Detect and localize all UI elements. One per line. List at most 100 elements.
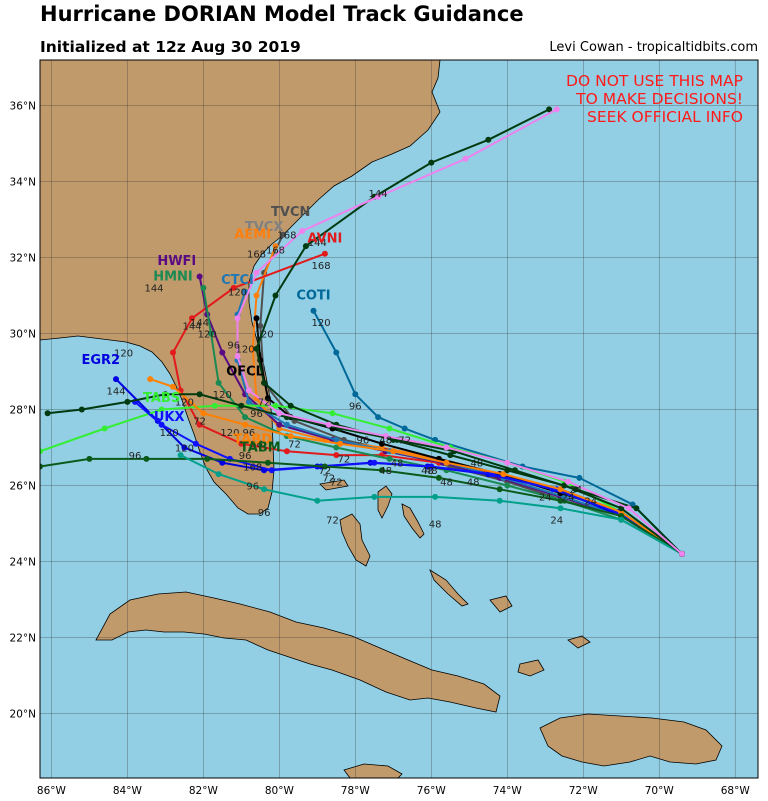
- hour-label: 120: [175, 443, 194, 454]
- hour-label: 144: [190, 318, 209, 329]
- track-point: [211, 402, 218, 409]
- model-label-aemi: AEMI: [234, 228, 271, 243]
- warning-text: DO NOT USE THIS MAP TO MAKE DECISIONS! S…: [566, 72, 743, 126]
- hour-label: 168: [243, 462, 262, 473]
- model-label-tabd: TABD: [233, 433, 272, 448]
- track-point: [143, 455, 150, 462]
- bahamas-abaco: [377, 485, 393, 519]
- track-point: [443, 459, 450, 466]
- model-label-hwfi: HWFI: [157, 254, 196, 269]
- track-point: [462, 155, 469, 162]
- great-inagua: [517, 659, 545, 677]
- model-label-coti: COTI: [296, 288, 330, 303]
- track-point: [565, 478, 572, 485]
- track-point: [386, 425, 393, 432]
- track-point: [264, 459, 271, 466]
- track-point: [546, 106, 553, 113]
- hour-label: 96: [258, 508, 271, 519]
- track-point: [204, 455, 211, 462]
- bahamas-andros: [339, 513, 371, 567]
- track-point: [196, 391, 203, 398]
- lat-tick-label: 20°N: [10, 708, 36, 720]
- lon-tick-label: 80°W: [265, 785, 295, 797]
- track-point: [435, 474, 442, 481]
- track-point: [86, 455, 93, 462]
- hour-label: 48: [391, 459, 404, 470]
- track-point: [264, 395, 271, 402]
- lon-tick-label: 68°W: [721, 785, 751, 797]
- track-point: [378, 440, 385, 447]
- track-point: [390, 448, 397, 455]
- track-point: [352, 391, 359, 398]
- track-point: [170, 383, 176, 390]
- hour-label: 48: [467, 478, 480, 489]
- track-point: [253, 345, 260, 352]
- track-point: [500, 471, 507, 478]
- track-point: [170, 349, 176, 356]
- warning-line-3: SEEK OFFICIAL INFO: [587, 108, 743, 126]
- model-label-avni: AVNI: [307, 231, 342, 246]
- hour-label: 24: [562, 493, 575, 504]
- track-point: [314, 497, 321, 504]
- track-point: [253, 315, 260, 322]
- track-line: [180, 454, 683, 555]
- hour-label: 24: [550, 516, 563, 527]
- track-point: [337, 440, 344, 447]
- track-point: [276, 421, 283, 428]
- hispaniola: [539, 713, 723, 767]
- track-point: [238, 440, 245, 447]
- us-mainland: [40, 60, 441, 515]
- hour-label: 48: [429, 519, 442, 530]
- lat-tick-label: 36°N: [10, 101, 36, 113]
- lat-tick-label: 32°N: [10, 253, 36, 265]
- track-point: [268, 467, 275, 474]
- track-point: [618, 505, 625, 512]
- hour-label: 72: [258, 398, 271, 409]
- hour-label: 96: [250, 409, 263, 420]
- lon-tick-label: 70°W: [645, 785, 675, 797]
- bahamas-eleuthera: [401, 503, 425, 539]
- track-point: [321, 250, 328, 257]
- track-line: [236, 108, 683, 555]
- track-point: [215, 379, 222, 386]
- lon-tick-label: 76°W: [417, 785, 447, 797]
- track-point: [230, 284, 237, 291]
- lat-tick-label: 26°N: [10, 480, 36, 492]
- hour-label: 48: [440, 478, 453, 489]
- cuba: [95, 591, 501, 713]
- model-label-hmni: HMNI: [153, 269, 193, 284]
- hour-label: 72: [319, 466, 332, 477]
- track-point: [496, 486, 503, 493]
- hour-label: 72: [398, 436, 411, 447]
- model-label-ofcl: OFCL: [226, 364, 264, 379]
- track-point: [234, 353, 241, 360]
- track-point: [302, 243, 309, 250]
- hour-label: 120: [160, 428, 179, 439]
- hour-label: 144: [182, 322, 201, 333]
- hour-label: 72: [193, 417, 206, 428]
- track-point: [113, 376, 119, 383]
- track-point: [485, 136, 492, 143]
- hour-label: 24: [539, 493, 552, 504]
- model-label-ukx: UKX: [154, 410, 185, 425]
- track-point: [557, 505, 564, 512]
- lon-tick-label: 86°W: [37, 785, 67, 797]
- hour-label: 48: [425, 466, 438, 477]
- lat-lon-grid: [40, 60, 758, 778]
- lon-tick-label: 84°W: [113, 785, 143, 797]
- track-point: [253, 292, 260, 299]
- track-point: [553, 106, 560, 113]
- track-point: [378, 467, 385, 474]
- hour-label: 48: [379, 436, 392, 447]
- track-point: [189, 315, 195, 322]
- track-point: [261, 379, 268, 386]
- model-label-ctci: CTCI: [221, 273, 254, 288]
- track-point: [181, 444, 188, 451]
- track-point: [333, 436, 340, 443]
- track-point: [371, 493, 378, 500]
- track-point: [101, 425, 108, 432]
- track-point: [192, 440, 199, 447]
- lat-tick-label: 28°N: [10, 405, 36, 417]
- hour-label: 96: [349, 402, 362, 413]
- bahamas-south: [489, 595, 513, 613]
